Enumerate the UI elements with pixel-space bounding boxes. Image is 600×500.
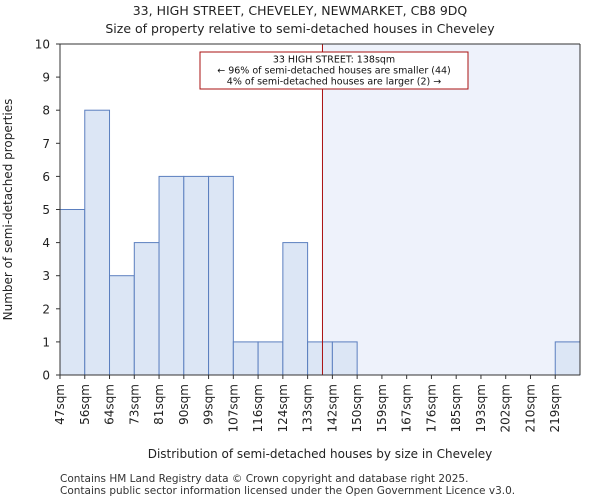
bar-73sqm [133, 242, 160, 376]
bar-99sqm [208, 175, 234, 376]
bar-56sqm [84, 109, 111, 376]
x-tick-label-193sqm: 193sqm [474, 384, 488, 432]
bar-81sqm [158, 175, 185, 376]
x-tick-label-202sqm: 202sqm [499, 384, 513, 432]
x-tick-label-185sqm: 185sqm [449, 384, 463, 432]
x-tick-label-167sqm: 167sqm [400, 384, 414, 432]
x-tick-label-90sqm: 90sqm [177, 384, 191, 425]
bar-47sqm [59, 209, 86, 376]
x-tick-label-150sqm: 150sqm [350, 384, 364, 432]
highlight-region [322, 44, 580, 375]
bar-219sqm [554, 341, 581, 376]
x-tick-label-124sqm: 124sqm [276, 384, 290, 432]
x-tick-label-159sqm: 159sqm [375, 384, 389, 432]
chart-subtitle: Size of property relative to semi-detach… [105, 21, 495, 36]
histogram-chart: 0 1 2 3 4 5 6 7 8 9 10 47sqm 56sqm 64sqm 73sqm 81sqm 90… [1, 38, 581, 461]
x-tick-label-107sqm: 107sqm [226, 384, 240, 432]
x-tick-label-176sqm: 176sqm [424, 384, 438, 432]
x-tick-label-142sqm: 142sqm [325, 384, 339, 432]
chart-title: 33, HIGH STREET, CHEVELEY, NEWMARKET, CB… [132, 3, 468, 18]
x-tick-label-56sqm: 56sqm [78, 384, 92, 425]
x-tick-label-210sqm: 210sqm [523, 384, 537, 432]
y-tick-label-9: 9 [42, 71, 50, 85]
annotation-line1: 33 HIGH STREET: 138sqm [273, 55, 395, 66]
x-tick-label-116sqm: 116sqm [251, 384, 265, 432]
x-tick-label-73sqm: 73sqm [127, 384, 141, 425]
y-tick-label-7: 7 [42, 137, 50, 151]
x-axis-label: Distribution of semi-detached houses by … [148, 447, 493, 461]
bars-group [59, 109, 581, 376]
bar-124sqm [282, 242, 309, 376]
y-axis-label: Number of semi-detached properties [1, 99, 15, 321]
x-tick-label-81sqm: 81sqm [152, 384, 166, 425]
y-tick-label-8: 8 [42, 104, 50, 118]
bar-107sqm [232, 341, 259, 376]
x-tick-label-99sqm: 99sqm [202, 384, 216, 425]
x-tick-label-64sqm: 64sqm [103, 384, 117, 425]
bar-116sqm [257, 341, 284, 376]
x-axis-ticks: 47sqm 56sqm 64sqm 73sqm 81sqm 90sqm 99sqm 107sq… [53, 375, 562, 432]
footer-licence: Contains public sector information licen… [60, 485, 516, 497]
y-tick-label-6: 6 [42, 170, 50, 184]
y-tick-label-5: 5 [42, 203, 50, 217]
y-tick-label-3: 3 [42, 269, 50, 283]
bar-133sqm [307, 341, 333, 376]
bar-90sqm [183, 175, 210, 376]
annotation-line3: 4% of semi-detached houses are larger (2… [227, 77, 441, 88]
footer-copyright: Contains HM Land Registry data © Crown c… [60, 473, 469, 485]
bar-142sqm [331, 341, 358, 376]
y-tick-label-0: 0 [42, 369, 50, 383]
annotation-line2: ← 96% of semi-detached houses are smalle… [217, 66, 451, 77]
bar-64sqm [109, 275, 135, 376]
y-tick-label-10: 10 [35, 38, 50, 52]
x-tick-label-219sqm: 219sqm [548, 384, 562, 432]
y-tick-label-2: 2 [42, 302, 50, 316]
y-tick-label-1: 1 [42, 335, 50, 349]
annotation-frame [199, 51, 469, 90]
y-tick-label-4: 4 [42, 236, 50, 250]
annotation-box: 33 HIGH STREET: 138sqm ← 96% of semi-det… [199, 51, 469, 90]
x-tick-label-47sqm: 47sqm [53, 384, 67, 425]
x-tick-label-133sqm: 133sqm [301, 384, 315, 432]
y-axis-ticks: 0 1 2 3 4 5 6 7 8 9 10 [35, 38, 60, 383]
